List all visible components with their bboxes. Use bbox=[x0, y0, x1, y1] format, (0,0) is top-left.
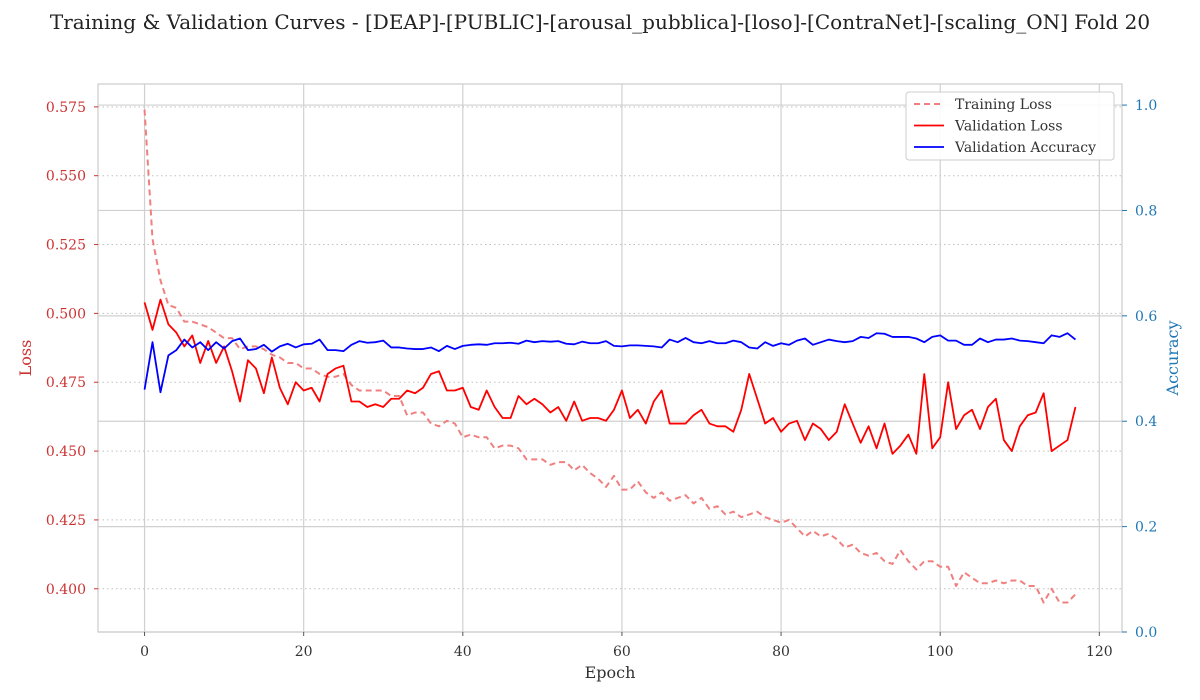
validation-loss-line bbox=[143, 298, 1077, 455]
y-left-tick-label: 0.500 bbox=[46, 306, 86, 322]
x-tick-label: 40 bbox=[454, 644, 472, 660]
legend-label-validation-loss: Validation Loss bbox=[954, 119, 1063, 135]
y-right-tick-label: 1.0 bbox=[1135, 98, 1157, 114]
axis-layer: 0 20 40 60 80 100 120 0.400 0.425 0.450 0.475 0.500… bbox=[46, 98, 1157, 660]
y-left-tick-label: 0.450 bbox=[46, 444, 86, 460]
y-left-tick-label: 0.550 bbox=[46, 169, 86, 185]
plot-area-frame bbox=[97, 83, 1123, 633]
y-right-tick-label: 0.6 bbox=[1135, 309, 1157, 325]
y-right-tick-label: 0.4 bbox=[1135, 414, 1157, 430]
x-axis-label: Epoch bbox=[585, 663, 636, 682]
y-left-tick-label: 0.575 bbox=[46, 100, 86, 116]
training-loss-line bbox=[143, 109, 1077, 604]
x-tick-label: 20 bbox=[295, 644, 313, 660]
y-left-tick-label: 0.425 bbox=[46, 513, 86, 529]
y-left-tick-label: 0.475 bbox=[46, 375, 86, 391]
y-axis-right-label: Accuracy bbox=[1163, 321, 1182, 397]
x-tick-label: 60 bbox=[613, 644, 631, 660]
legend-label-training-loss: Training Loss bbox=[955, 97, 1052, 113]
legend-label-validation-accuracy: Validation Accuracy bbox=[954, 140, 1096, 156]
series-layer bbox=[143, 109, 1077, 604]
y-right-tick-label: 0.2 bbox=[1135, 520, 1157, 536]
chart-title: Training & Validation Curves - [DEAP]-[P… bbox=[50, 10, 1150, 34]
y-left-tick-label: 0.525 bbox=[46, 238, 86, 254]
y-right-tick-label: 0.0 bbox=[1135, 625, 1157, 641]
y-left-tick-label: 0.400 bbox=[46, 582, 86, 598]
x-tick-label: 120 bbox=[1086, 644, 1113, 660]
y-axis-left-label: Loss bbox=[16, 340, 35, 377]
legend: Training Loss Validation Loss Validation A… bbox=[905, 91, 1115, 161]
grid-layer bbox=[98, 84, 1122, 633]
legend-box bbox=[905, 91, 1115, 161]
x-tick-label: 0 bbox=[140, 644, 149, 660]
x-tick-label: 80 bbox=[772, 644, 790, 660]
validation-accuracy-line bbox=[143, 332, 1077, 394]
x-tick-label: 100 bbox=[927, 644, 954, 660]
y-right-tick-label: 0.8 bbox=[1135, 203, 1157, 219]
